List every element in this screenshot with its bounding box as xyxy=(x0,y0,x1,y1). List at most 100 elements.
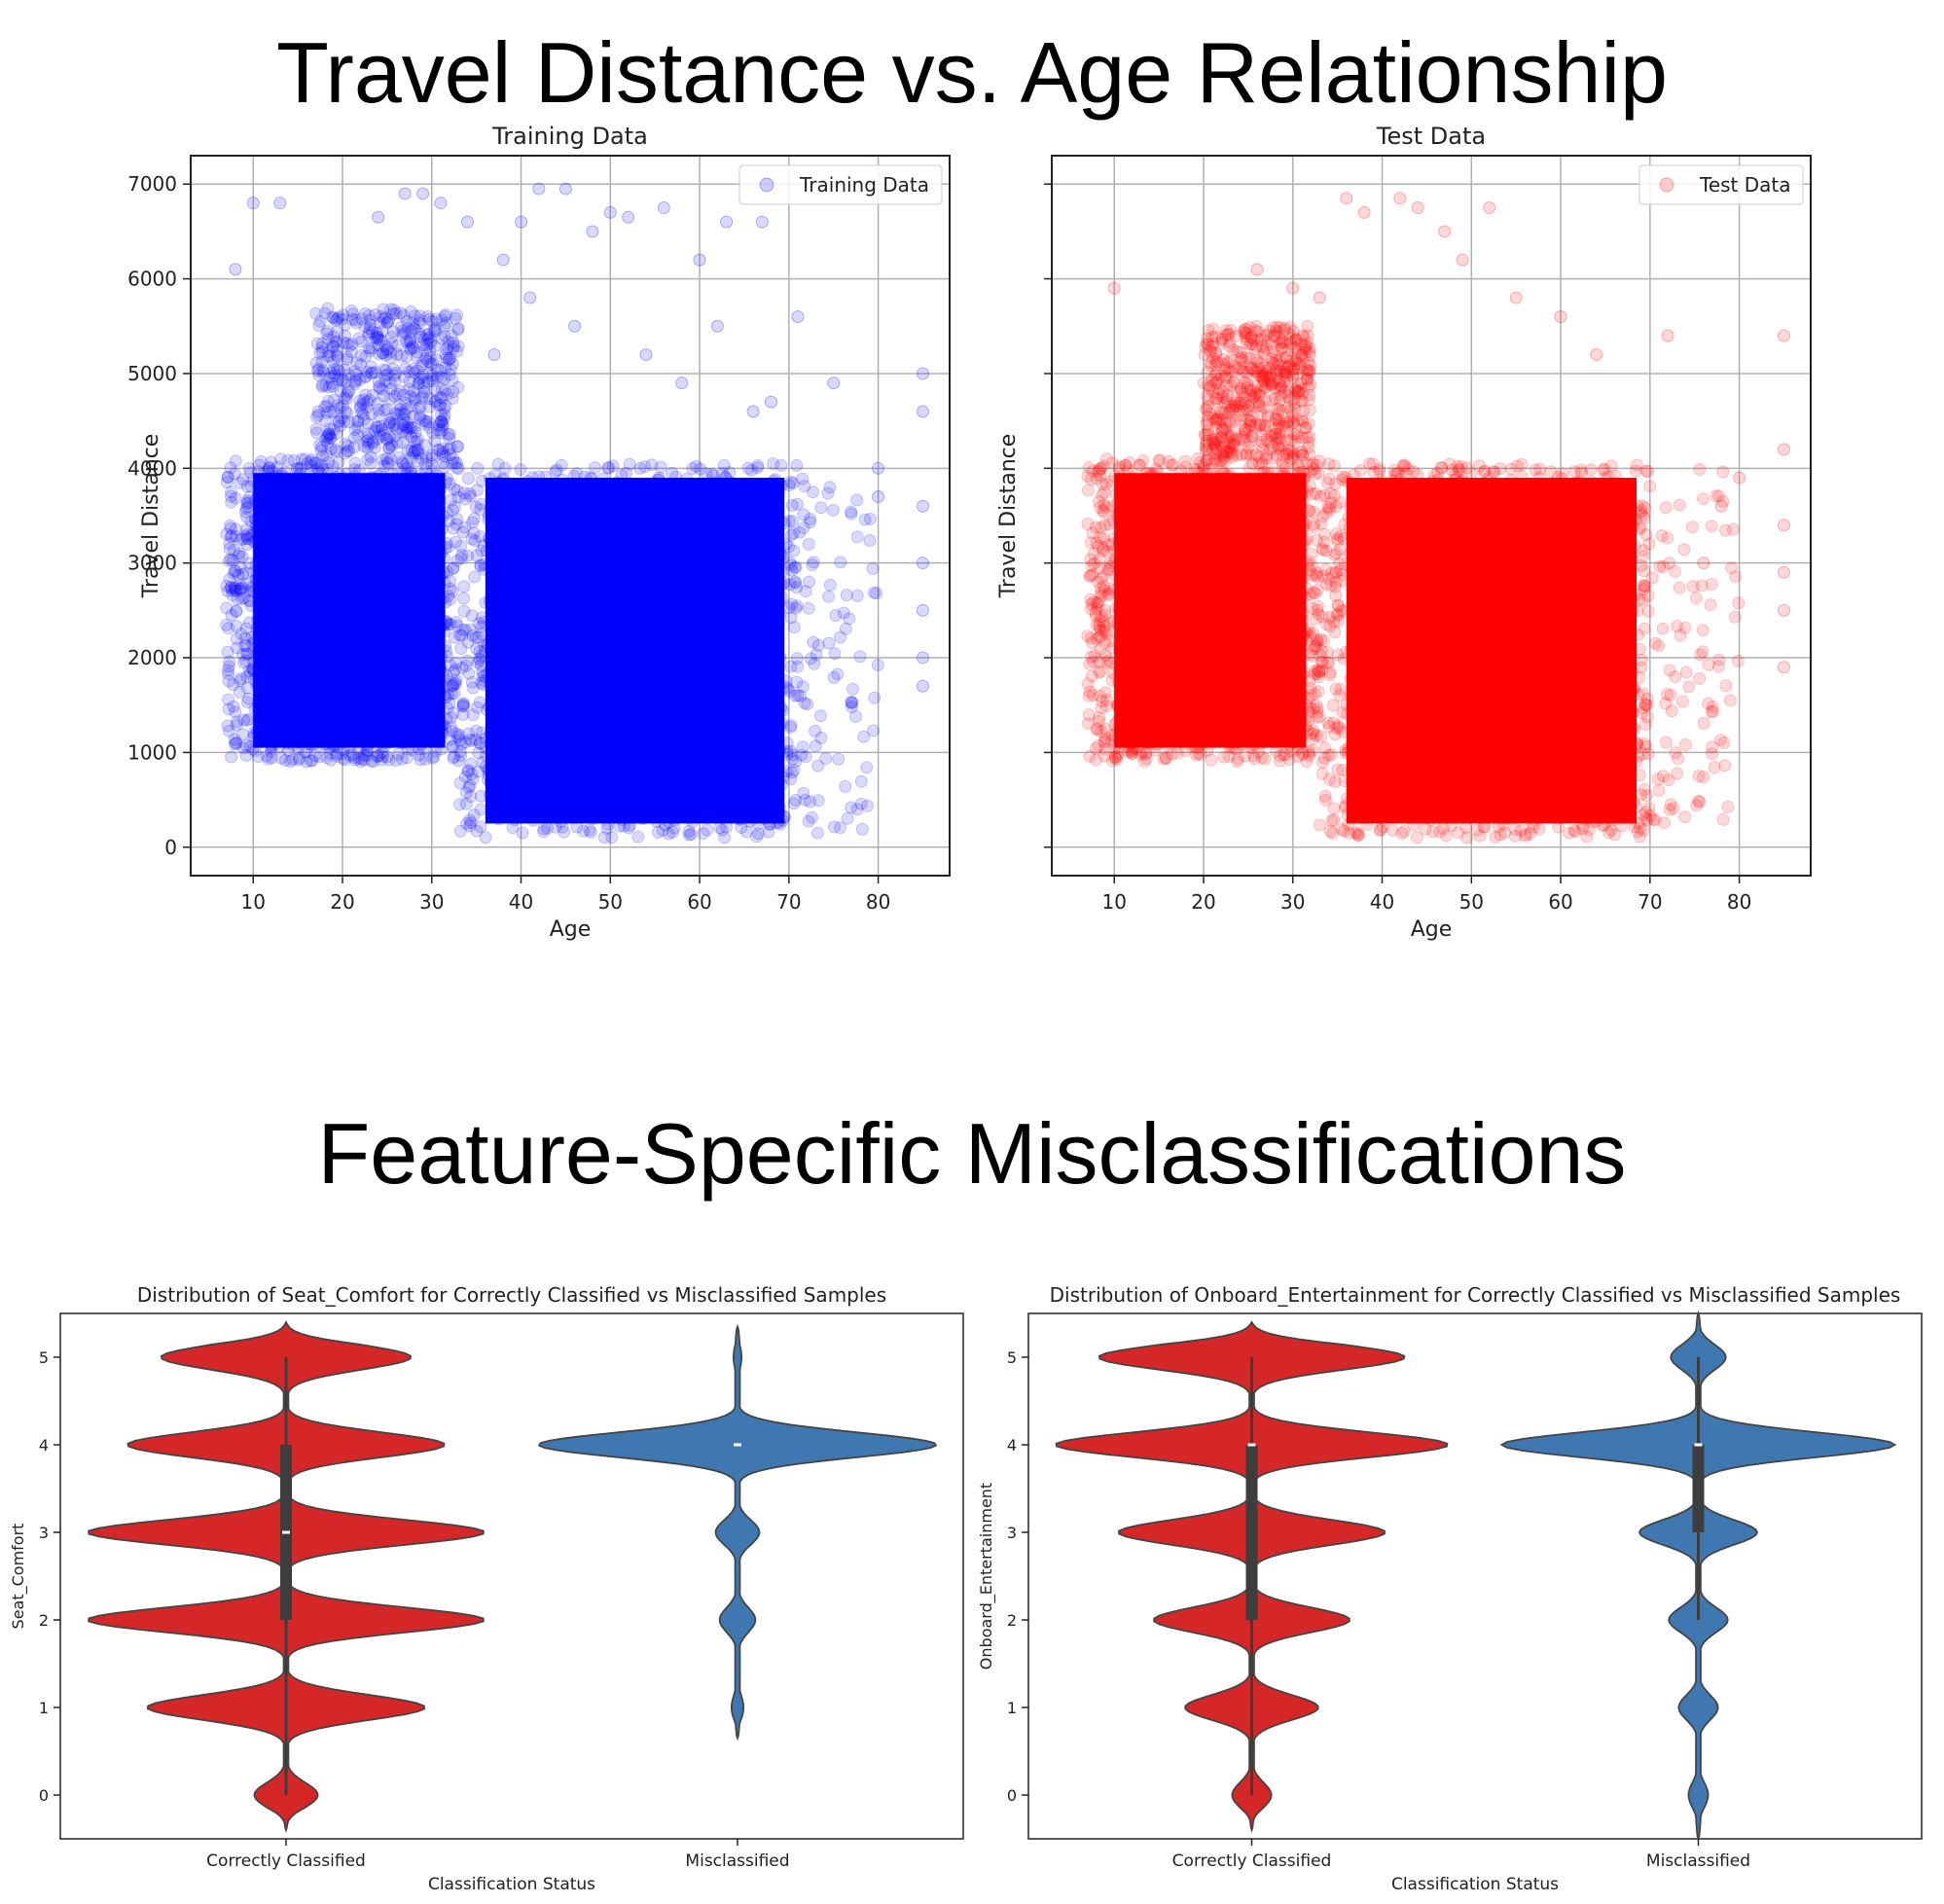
data-point xyxy=(798,480,811,493)
data-point xyxy=(827,377,841,390)
data-point xyxy=(639,347,653,361)
data-point xyxy=(473,736,486,750)
data-point xyxy=(806,810,818,824)
y-tick-label: 7000 xyxy=(127,172,177,196)
data-point xyxy=(395,752,409,766)
data-point xyxy=(1258,752,1272,766)
data-point xyxy=(690,459,702,473)
data-point xyxy=(412,454,425,468)
data-point xyxy=(224,553,237,566)
data-point xyxy=(283,755,297,769)
data-point xyxy=(1081,717,1095,731)
data-point xyxy=(413,748,426,762)
data-point xyxy=(357,393,371,407)
data-point xyxy=(287,453,301,467)
data-point xyxy=(230,620,243,633)
data-point xyxy=(389,306,403,320)
data-point xyxy=(1099,693,1113,706)
data-point xyxy=(403,421,416,435)
data-point xyxy=(380,750,394,764)
x-tick-label: 60 xyxy=(687,890,711,914)
data-point xyxy=(305,459,318,473)
x-tick-label: 70 xyxy=(776,890,801,914)
data-point xyxy=(839,779,852,793)
data-point xyxy=(330,750,343,763)
data-point xyxy=(447,751,460,765)
x-tick-label: 40 xyxy=(509,890,533,914)
data-point xyxy=(1198,461,1211,475)
data-point xyxy=(831,667,845,681)
data-point xyxy=(845,507,858,521)
data-point xyxy=(450,456,464,470)
legend: Training Data xyxy=(738,164,943,205)
data-point xyxy=(396,457,410,471)
data-point xyxy=(803,575,816,589)
data-point xyxy=(414,313,427,327)
dense-core xyxy=(253,473,446,748)
data-point xyxy=(223,519,236,532)
data-point xyxy=(242,461,256,475)
data-point xyxy=(426,375,440,388)
dense-core xyxy=(1114,473,1307,748)
data-point xyxy=(254,454,268,468)
data-point xyxy=(225,485,237,499)
data-point xyxy=(326,340,340,353)
data-point xyxy=(221,585,234,598)
data-point xyxy=(870,587,883,600)
data-point xyxy=(1110,749,1124,763)
data-point xyxy=(1139,747,1152,761)
data-point xyxy=(471,701,484,714)
chart-title: Test Data xyxy=(1376,123,1486,150)
data-point xyxy=(374,429,387,443)
data-point xyxy=(823,578,837,592)
data-point xyxy=(321,429,335,443)
data-point xyxy=(425,457,439,471)
data-point xyxy=(450,554,464,567)
data-point xyxy=(220,618,234,631)
data-point xyxy=(230,632,243,645)
data-point xyxy=(456,708,470,721)
data-point xyxy=(496,253,510,267)
data-point xyxy=(240,670,254,683)
data-point xyxy=(330,747,343,761)
data-point xyxy=(405,305,418,318)
data-point xyxy=(537,822,551,836)
data-point xyxy=(378,459,391,473)
data-point xyxy=(450,484,464,497)
data-point xyxy=(487,347,501,361)
data-point xyxy=(239,654,252,667)
data-point xyxy=(342,383,355,397)
data-point xyxy=(329,444,342,456)
data-point xyxy=(354,755,368,769)
data-point xyxy=(807,556,820,569)
data-point xyxy=(720,215,734,229)
data-point xyxy=(429,394,443,408)
data-point xyxy=(332,455,345,469)
data-point xyxy=(373,347,385,361)
data-point xyxy=(451,462,465,476)
data-point xyxy=(1098,620,1111,633)
data-point xyxy=(310,426,324,440)
data-point xyxy=(448,483,461,496)
data-point xyxy=(228,582,241,595)
data-point xyxy=(863,534,877,547)
data-point xyxy=(1273,754,1286,768)
data-point xyxy=(221,719,234,733)
data-point xyxy=(319,378,333,392)
data-point xyxy=(1086,688,1099,701)
data-point xyxy=(846,682,859,696)
data-point xyxy=(454,749,467,763)
data-point xyxy=(339,753,352,767)
data-point xyxy=(854,774,868,788)
data-point xyxy=(431,363,445,377)
data-point xyxy=(1136,453,1150,467)
data-point xyxy=(234,584,247,597)
data-point xyxy=(239,566,253,580)
data-point xyxy=(401,321,414,335)
data-point xyxy=(446,687,459,701)
data-point xyxy=(471,461,485,475)
data-point xyxy=(234,628,248,640)
data-point xyxy=(222,664,234,677)
data-point xyxy=(440,342,453,356)
